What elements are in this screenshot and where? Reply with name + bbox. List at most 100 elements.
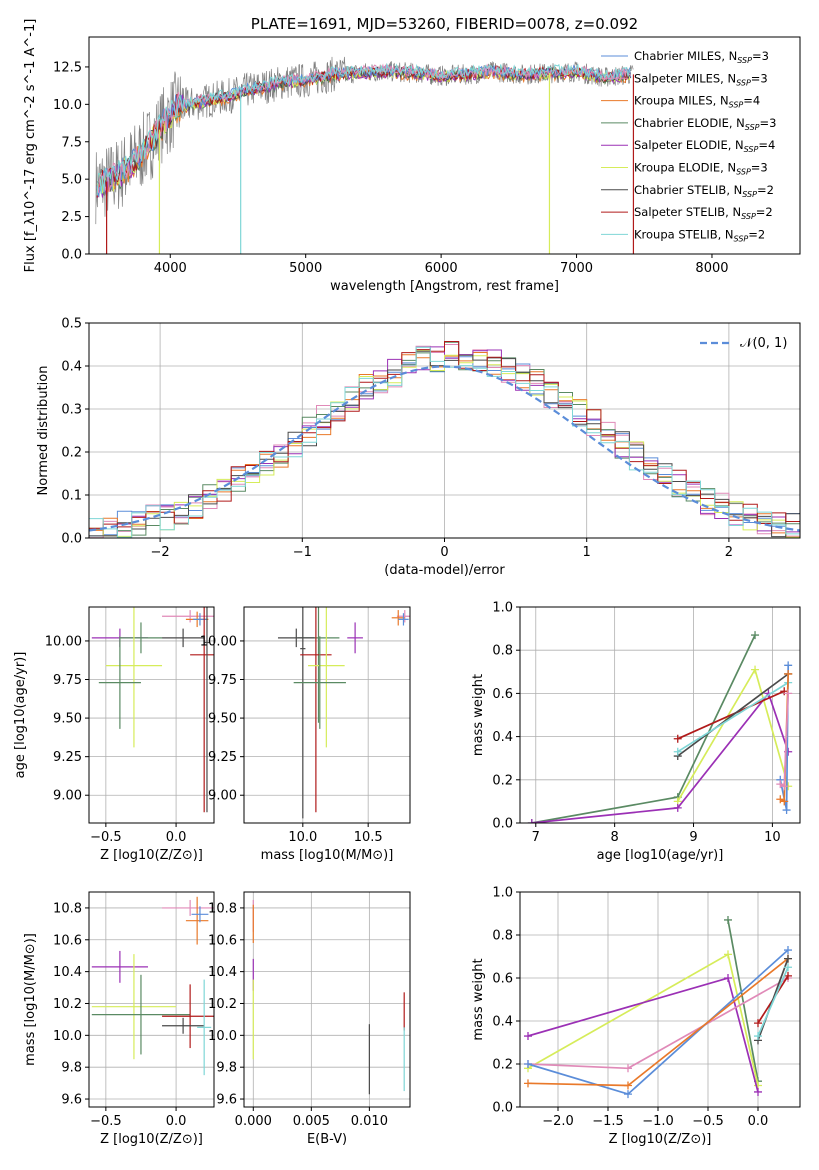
x-tick-label: 4000 [154,261,187,276]
y-tick-label: 10.8 [53,901,82,916]
x-axis-label: wavelength [Angstrom, rest frame] [330,279,559,294]
weight-marker [673,734,682,743]
x-tick-label: 8 [611,830,619,845]
weight-marker [724,950,732,959]
y-tick-label: 9.00 [53,789,82,804]
model-spectrum-chabrier_miles [96,64,632,197]
y-tick-label: 9.75 [208,673,237,688]
gaussian-curve [89,365,800,532]
y-tick-label: 0.8 [492,929,513,944]
x-tick-label: 0.005 [293,1114,330,1129]
weight-line-salpeter_stelib [677,690,785,740]
axes-frame [88,606,215,824]
x-tick-label: 7000 [560,261,593,276]
weight-marker [751,631,760,640]
x-tick-label: −1.5 [592,1114,624,1129]
y-tick-label: 7.5 [61,135,82,150]
y-tick-label: 10.00 [200,634,237,649]
weight-marker [624,1081,632,1090]
chart-title: PLATE=1691, MJD=53260, FIBERID=0078, z=0… [251,15,638,33]
panel-weights_vs_age: 7 8 9 10 0.0 0.2 0.4 0.6 0.8 1.0 age [log10(age/yr… [471,601,801,863]
x-tick-label: 10.0 [288,830,317,845]
legend-entry: Salpeter STELIB, NSSP=2 [634,205,773,221]
y-tick-label: 9.50 [208,712,237,727]
x-axis-label: Z [log10(Z/Z⊙)] [609,1132,712,1147]
model-spectrum-salpeter_miles [96,63,632,193]
weight-marker [780,797,789,806]
x-tick-label: 7 [532,830,540,845]
x-tick-label: 0.0 [166,1114,187,1129]
y-tick-label: 0.5 [61,317,82,332]
weight-marker [524,1060,532,1068]
x-tick-label: 5000 [289,261,322,276]
y-tick-label: 10.6 [53,933,82,948]
y-tick-label: 0.8 [492,644,513,659]
y-tick-label: 0.2 [61,446,82,461]
model-spectrum-kroupa_miles [96,67,631,193]
y-tick-label: 0.0 [492,817,513,832]
y-tick-label: 0.0 [61,532,82,547]
y-tick-label: 9.25 [208,750,237,765]
plot-area [527,631,793,823]
panel-age_vs_Z: −0.5 0.0 9.00 9.25 9.50 9.75 10.00 Z [log10(Z/Z… [13,606,215,863]
weight-marker [724,974,732,982]
model-spectrum-kroupa_stelib [96,62,631,196]
y-tick-label: 10.2 [208,997,237,1012]
model-spectrum-salpeter_stelib [96,65,632,198]
legend: Chabrier MILES, NSSP=3 Salpeter MILES, NS… [601,49,776,243]
x-tick-label: 2 [725,545,733,560]
legend-entry: Salpeter MILES, NSSP=3 [634,71,768,87]
y-tick-label: 10.0 [208,1029,237,1044]
observed-spectrum [95,56,634,225]
x-axis-label: (data-model)/error [384,563,505,578]
y-tick-label: 10.4 [208,965,237,980]
panel-mass_vs_Z: −0.5 0.0 9.6 9.8 10.0 10.2 10.4 10.6 10.8 Z [log1… [23,891,215,1147]
model-spectrum-salpeter_elodie [96,67,632,199]
y-tick-label: 0.6 [492,687,513,702]
x-tick-label: −2.0 [542,1114,574,1129]
plot-area [252,899,405,1095]
x-tick-label: 1 [583,545,591,560]
axes-frame [243,891,411,1108]
y-tick-label: 2.5 [61,210,82,225]
x-tick-label: −1.0 [642,1114,674,1129]
y-axis-label: Normed distribution [36,366,51,496]
x-tick-label: 8000 [695,261,728,276]
x-axis-label: E(B-V) [307,1132,347,1147]
weight-marker [624,1090,632,1099]
weight-marker [751,665,760,674]
y-tick-label: 10.2 [53,997,82,1012]
weight-marker [754,1087,762,1096]
legend: 𝒩(0, 1) [700,336,787,351]
weight-line-salpeter_elodie [531,691,790,823]
y-tick-label: 0.0 [492,1101,513,1116]
histogram-kroupa_stelib [89,346,800,538]
plot-area [91,896,214,1076]
legend-entry: Kroupa STELIB, NSSP=2 [634,227,765,243]
y-tick-label: 9.75 [53,673,82,688]
y-tick-label: 0.3 [61,403,82,418]
x-tick-label: 0 [440,545,448,560]
weight-line-kroupa_elodie [676,667,790,802]
panel-residuals: −2 −1 0 1 2 0.0 0.1 0.2 0.3 0.4 0.5 (data-model)/er… [36,317,801,578]
weight-marker [784,946,792,955]
axes-frame [519,891,801,1108]
y-tick-label: 1.0 [492,601,513,616]
x-tick-label: −2 [151,545,170,560]
x-tick-label: 9 [689,830,697,845]
weight-marker [784,954,792,963]
weight-marker [784,661,793,670]
x-tick-label: −0.5 [692,1114,724,1129]
y-axis-label: mass weight [471,958,486,1040]
panel-spectrum: 4000 5000 6000 7000 8000 0.0 2.5 5.0 7.5 10.0 12.5… [23,15,801,294]
x-tick-label: 10.5 [354,830,383,845]
plot-area [91,607,214,813]
y-tick-label: 0.6 [492,972,513,987]
weight-line-kroupa_stelib [757,966,789,1037]
legend-entry: Kroupa MILES, NSSP=4 [634,94,760,110]
y-tick-label: 9.6 [61,1093,82,1108]
model-spectrum-kroupa_elodie [96,66,632,194]
weight-marker [784,963,792,972]
plot-area [89,341,800,538]
legend-entry: Chabrier ELODIE, NSSP=3 [634,116,776,132]
